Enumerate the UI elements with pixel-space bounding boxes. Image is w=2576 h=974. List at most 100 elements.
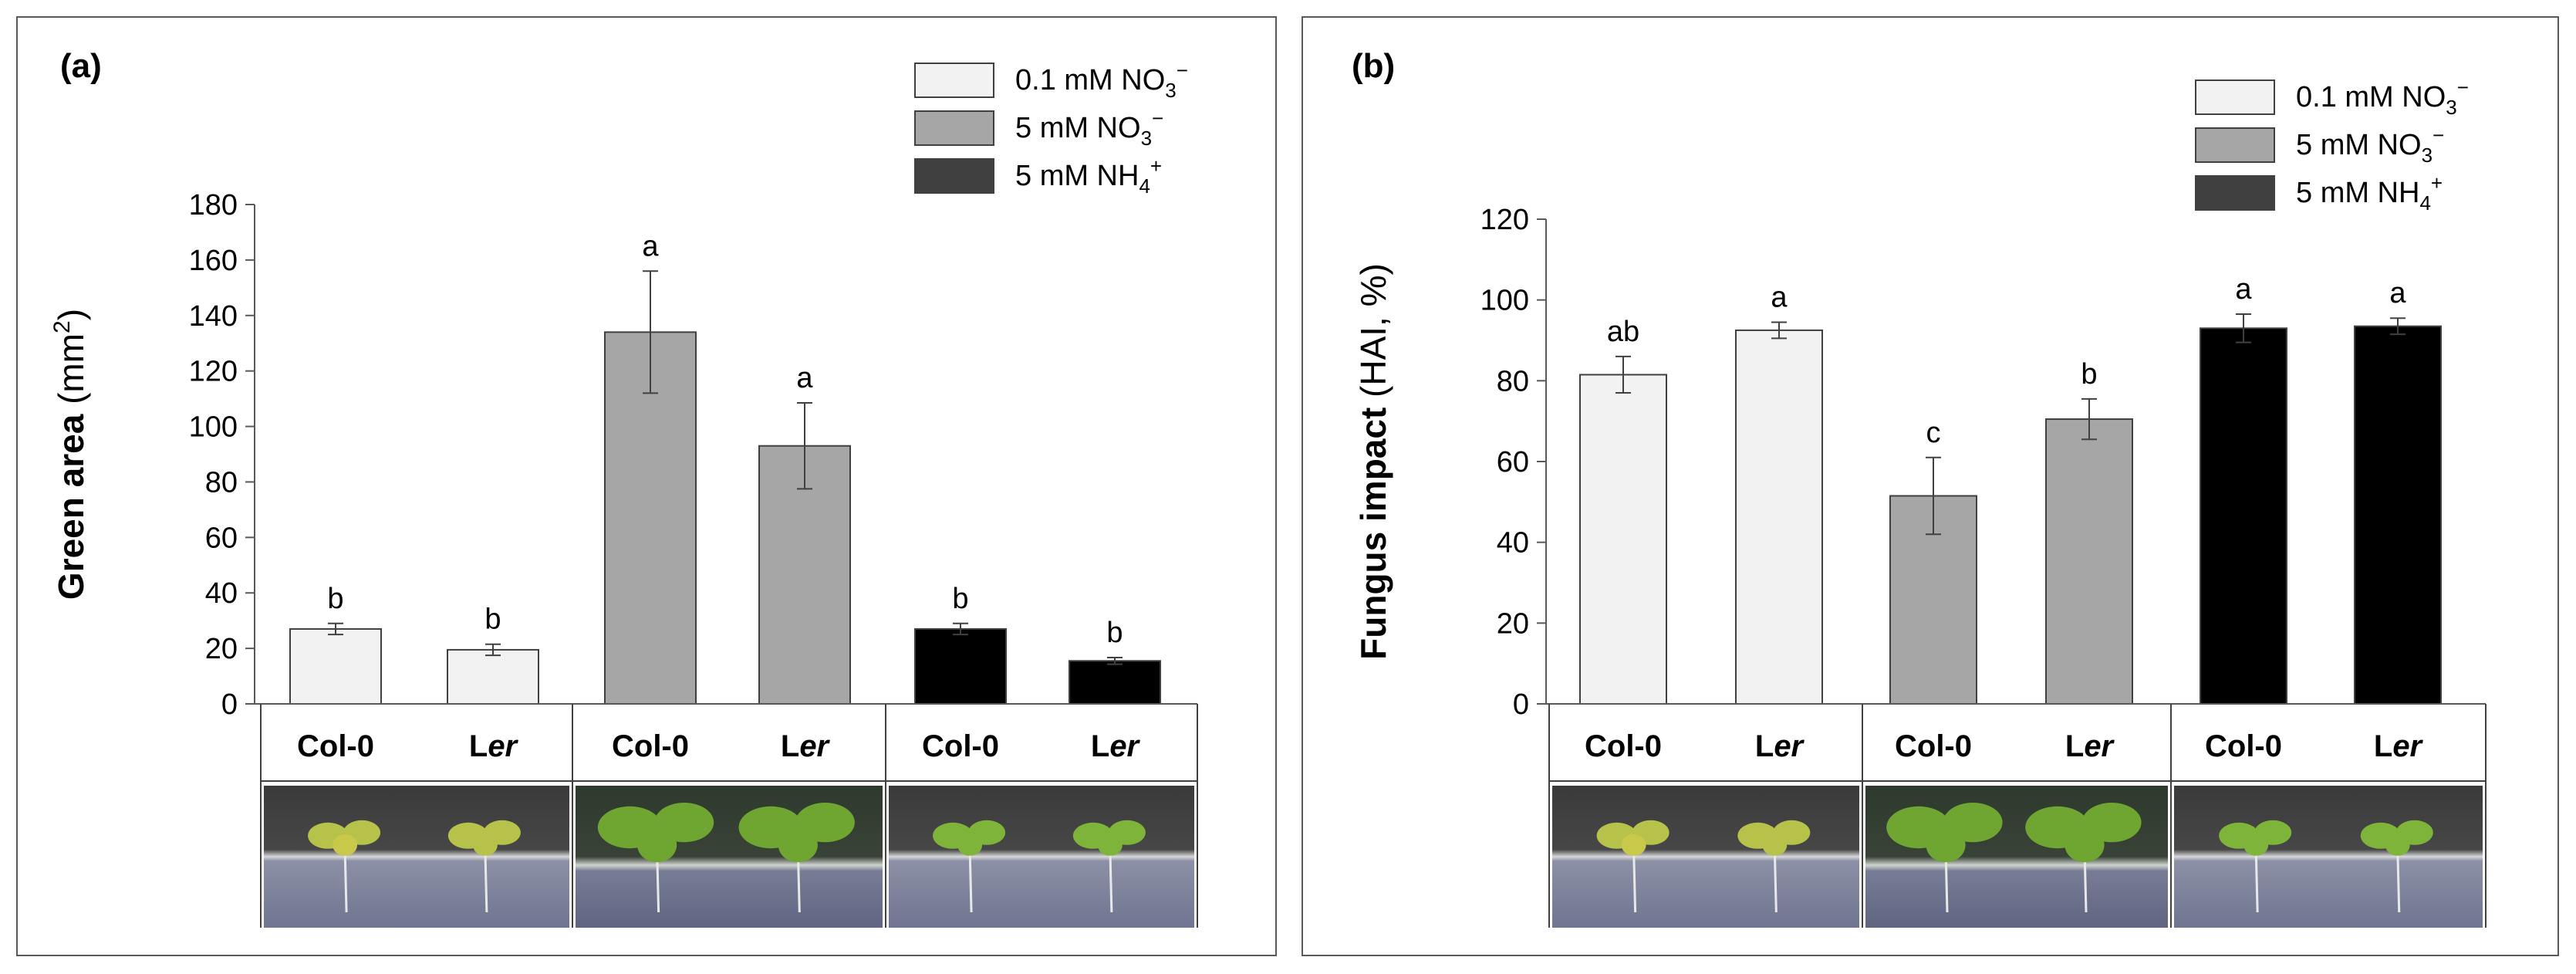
y-tick-label: 40 xyxy=(205,577,238,610)
legend-label-0: 0.1 mM NO3− xyxy=(1015,59,1188,102)
y-tick-label: 80 xyxy=(205,466,238,499)
genotype-label: Col-0 xyxy=(1895,729,1972,763)
seedling-photo xyxy=(2174,786,2483,928)
bar xyxy=(2354,325,2442,705)
legend-label-2: 5 mM NH4+ xyxy=(1015,154,1162,198)
bar xyxy=(1069,660,1161,705)
seedling-root xyxy=(343,849,348,913)
y-tick-label: 120 xyxy=(189,356,238,388)
genotype-label: Col-0 xyxy=(612,729,689,763)
legend-swatch-2 xyxy=(914,158,994,194)
panel-label: (a) xyxy=(60,47,102,85)
y-tick-label: 40 xyxy=(1497,527,1529,560)
significance-letter: b xyxy=(484,604,501,636)
significance-letter: b xyxy=(1106,617,1123,649)
legend-swatch-0 xyxy=(2195,79,2275,115)
y-tick-label: 120 xyxy=(1480,204,1529,236)
genotype-label: Ler xyxy=(781,729,831,763)
bar xyxy=(289,627,382,705)
bar xyxy=(1579,374,1667,705)
legend-label-1: 5 mM NO3− xyxy=(1015,107,1163,150)
seedling-photo xyxy=(1552,786,1859,928)
significance-letter: b xyxy=(2081,358,2097,391)
y-tick-label: 0 xyxy=(1513,688,1529,721)
y-axis-label: Green area (mm2) xyxy=(49,309,91,600)
seedling-root xyxy=(1632,849,1637,913)
y-axis-label: Fungus impact (HAI, %) xyxy=(1353,263,1393,660)
legend-swatch-1 xyxy=(914,110,994,146)
seedling-leaf xyxy=(637,827,677,863)
bar xyxy=(2045,418,2133,705)
y-tick-label: 80 xyxy=(1497,365,1529,397)
significance-letter: b xyxy=(952,583,968,615)
seedling-root xyxy=(1773,849,1778,913)
significance-letter: a xyxy=(796,362,813,394)
seedling-leaf xyxy=(1621,834,1646,856)
genotype-label: Ler xyxy=(1755,729,1805,763)
seedling-leaf xyxy=(1926,827,1966,863)
significance-letter: b xyxy=(327,583,343,615)
genotype-label: Col-0 xyxy=(922,729,999,763)
seedling-leaf xyxy=(778,827,818,863)
y-tick-label: 140 xyxy=(189,300,238,333)
panel-label: (b) xyxy=(1352,47,1395,85)
seedling-leaf xyxy=(1097,834,1123,856)
panel-a: (a) 0.1 mM NO3− 5 mM NO3−5 mM NH4+ 0 20 40 60 8… xyxy=(16,16,1277,956)
genotype-label: Col-0 xyxy=(1585,729,1662,763)
y-tick-label: 20 xyxy=(205,633,238,665)
seedling-photo xyxy=(264,786,569,928)
bar xyxy=(1735,329,1823,705)
seedling-leaf xyxy=(2385,834,2410,856)
photo-background xyxy=(1552,786,1859,928)
genotype-label: Ler xyxy=(2374,729,2424,763)
y-tick-label: 20 xyxy=(1497,607,1529,640)
legend-swatch-2 xyxy=(2195,175,2275,211)
photo-background xyxy=(2174,786,2483,928)
genotype-label: Ler xyxy=(469,729,519,763)
legend-label-0: 0.1 mM NO3− xyxy=(2296,76,2469,119)
significance-letter: c xyxy=(1926,417,1941,449)
bar xyxy=(447,648,539,705)
photo-background xyxy=(889,786,1194,928)
seedling-leaf xyxy=(1762,834,1788,856)
legend-swatch-0 xyxy=(914,63,994,98)
seedling-photo xyxy=(576,786,883,928)
y-tick-label: 60 xyxy=(1497,446,1529,479)
significance-letter: a xyxy=(2235,273,2252,306)
seedling-root xyxy=(2396,849,2401,913)
legend-label-1: 5 mM NO3− xyxy=(2296,123,2444,167)
seedling-leaf xyxy=(2065,827,2105,863)
seedling-root xyxy=(968,849,973,913)
genotype-label: Col-0 xyxy=(2205,729,2282,763)
panel-frame xyxy=(16,16,1277,956)
seedling-root xyxy=(484,849,488,913)
seedling-leaf xyxy=(957,834,983,856)
genotype-label: Ler xyxy=(2065,729,2115,763)
seedling-photo xyxy=(1865,786,2168,928)
panel-frame xyxy=(1302,16,2559,956)
panel-b: (b) 0.1 mM NO3−5 mM NO3−5 mM NH4+ 0 20 40 60 8… xyxy=(1302,16,2559,956)
bar xyxy=(2200,327,2287,705)
y-tick-label: 100 xyxy=(189,411,238,444)
seedling-leaf xyxy=(472,834,498,856)
significance-letter: a xyxy=(642,230,659,262)
significance-letter: a xyxy=(2389,277,2406,309)
legend-swatch-1 xyxy=(2195,127,2275,163)
significance-letter: a xyxy=(1771,281,1788,313)
bar xyxy=(914,627,1007,705)
y-tick-label: 100 xyxy=(1480,285,1529,317)
y-tick-label: 160 xyxy=(189,245,238,277)
seedling-leaf xyxy=(333,834,358,856)
y-tick-label: 60 xyxy=(205,522,238,554)
bar xyxy=(604,331,697,705)
photo-background xyxy=(264,786,569,928)
seedling-root xyxy=(2254,849,2259,913)
seedling-root xyxy=(1109,849,1113,913)
significance-letter: ab xyxy=(1607,316,1639,348)
genotype-label: Ler xyxy=(1091,729,1141,763)
genotype-label: Col-0 xyxy=(297,729,374,763)
y-tick-label: 180 xyxy=(189,189,238,222)
y-tick-label: 0 xyxy=(221,688,238,721)
seedling-photo xyxy=(889,786,1194,928)
